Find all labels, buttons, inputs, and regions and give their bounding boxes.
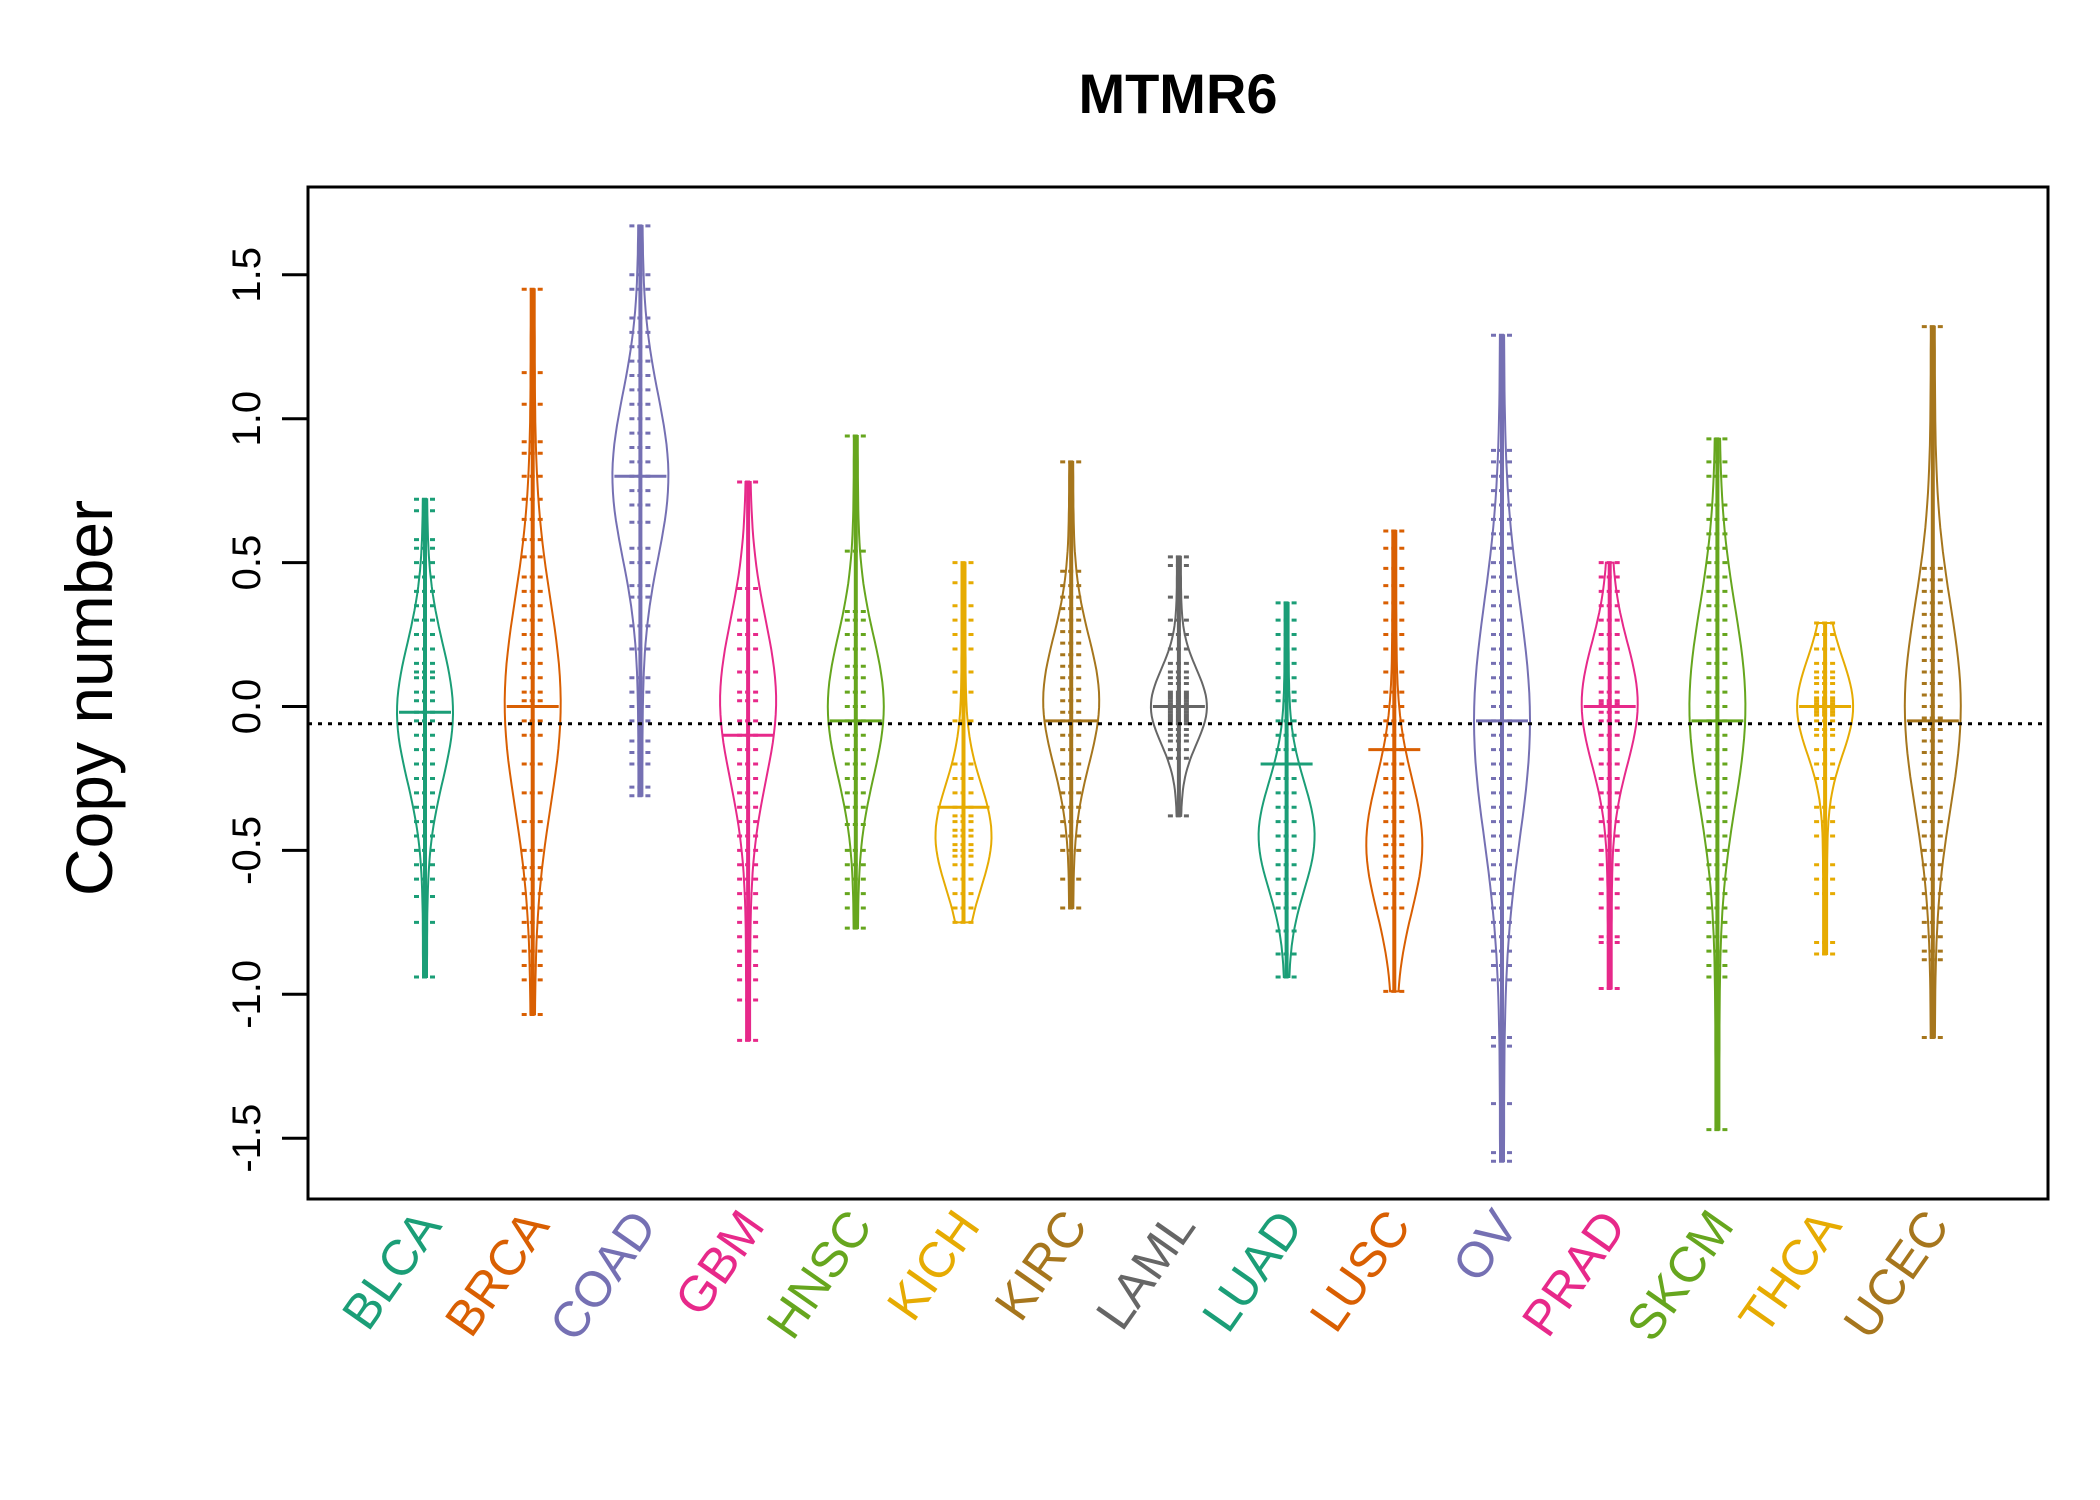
- x-category-label: PRAD: [1511, 1200, 1637, 1346]
- x-category-label: THCA: [1728, 1200, 1852, 1344]
- bean-kich: [934, 561, 993, 924]
- y-tick-label: -0.5: [225, 816, 269, 885]
- x-category-label: LUAD: [1191, 1200, 1313, 1341]
- bean-gbm: [719, 480, 778, 1042]
- bean-kirc: [1042, 460, 1101, 910]
- bean-outline: [1580, 561, 1639, 990]
- bean-blca: [395, 497, 455, 979]
- bean-lusc: [1365, 529, 1424, 993]
- x-category-label: HNSC: [756, 1200, 883, 1348]
- x-category-label: LUSC: [1299, 1200, 1421, 1341]
- x-category-label: UCEC: [1833, 1200, 1960, 1348]
- x-category-label: BLCA: [331, 1200, 452, 1340]
- x-category-label: LAML: [1085, 1200, 1206, 1339]
- bean-brca: [503, 287, 562, 1016]
- y-tick-label: 1.5: [225, 247, 269, 303]
- bean-hnsc: [826, 434, 885, 930]
- x-category-label: BRCA: [434, 1200, 560, 1346]
- bean-luad: [1257, 601, 1316, 979]
- x-category-label: KICH: [876, 1200, 990, 1330]
- bean-ucec: [1903, 325, 1962, 1039]
- y-axis: -1.5 -1.0 -0.5 0.0 0.5 1.0 1.5: [225, 247, 310, 1173]
- y-tick-label: 0.0: [225, 679, 269, 735]
- bean-skcm: [1688, 437, 1747, 1132]
- x-category-label: SKCM: [1616, 1200, 1745, 1350]
- bean-prad: [1580, 561, 1639, 991]
- x-category-label: KIRC: [984, 1200, 1098, 1330]
- bean-laml: [1149, 555, 1208, 818]
- x-category-label: GBM: [664, 1200, 775, 1325]
- y-tick-label: -1.0: [225, 960, 269, 1029]
- y-tick-label: -1.5: [225, 1104, 269, 1173]
- y-axis-label: Copy number: [52, 500, 126, 896]
- beans-layer: [395, 224, 1962, 1163]
- bean-coad: [611, 224, 670, 798]
- y-tick-label: 0.5: [225, 535, 269, 591]
- x-category-label: OV: [1442, 1200, 1530, 1292]
- bean-thca: [1796, 621, 1855, 956]
- x-category-label: COAD: [539, 1200, 668, 1350]
- chart-title: MTMR6: [1078, 62, 1277, 125]
- y-tick-label: 1.0: [225, 391, 269, 447]
- bean-ov: [1472, 333, 1532, 1163]
- plot-frame: [306, 185, 2050, 1201]
